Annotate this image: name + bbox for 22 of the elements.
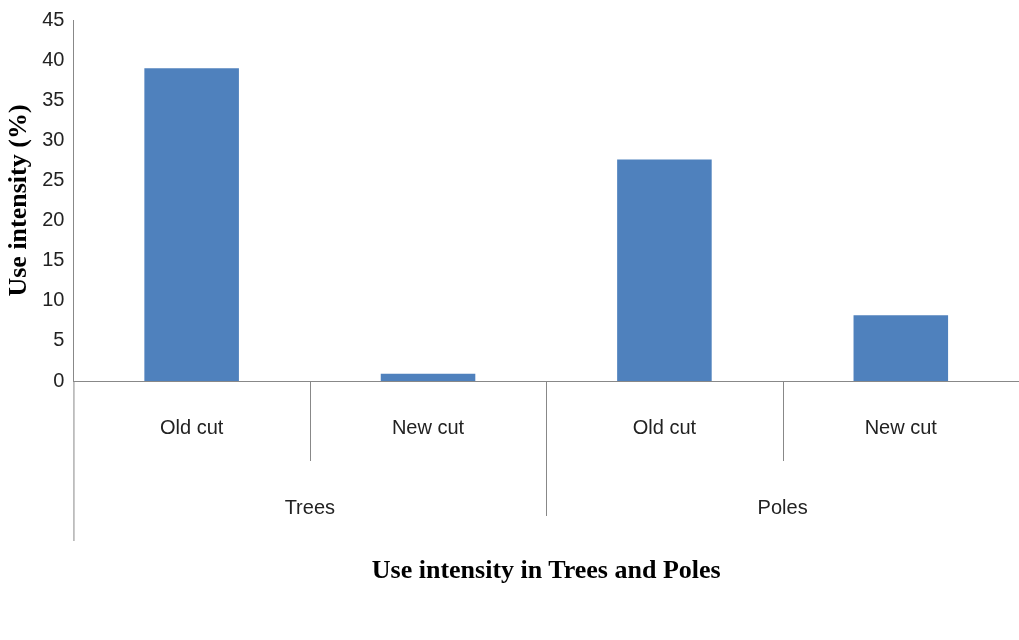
y-tick-label: 40 (42, 47, 65, 70)
bar (617, 159, 712, 381)
bar (144, 68, 239, 381)
x-tick-label: Old cut (632, 415, 697, 438)
text: Poles (757, 495, 808, 518)
x-axis-title: Use intensity in Trees and Poles (371, 554, 721, 584)
y-tick-label: 35 (42, 87, 65, 110)
bar (380, 373, 476, 381)
x-tick-label: Old cut (159, 415, 224, 438)
y-tick-label: 45 (42, 7, 65, 30)
x-tick-label: New cut (864, 415, 938, 438)
y-tick-label: 25 (42, 167, 65, 190)
x-tick-label: New cut (391, 415, 465, 438)
y-tick-label: 30 (42, 127, 65, 150)
bar (853, 315, 949, 381)
y-tick-label: 0 (53, 368, 65, 391)
y-axis-title: Use intensity (%) (3, 104, 33, 297)
y-tick-label: 5 (53, 328, 65, 351)
y-tick-label: 15 (42, 248, 65, 271)
text: Trees (284, 495, 336, 518)
y-tick-label: 10 (42, 288, 65, 311)
y-tick-label: 20 (42, 208, 65, 231)
